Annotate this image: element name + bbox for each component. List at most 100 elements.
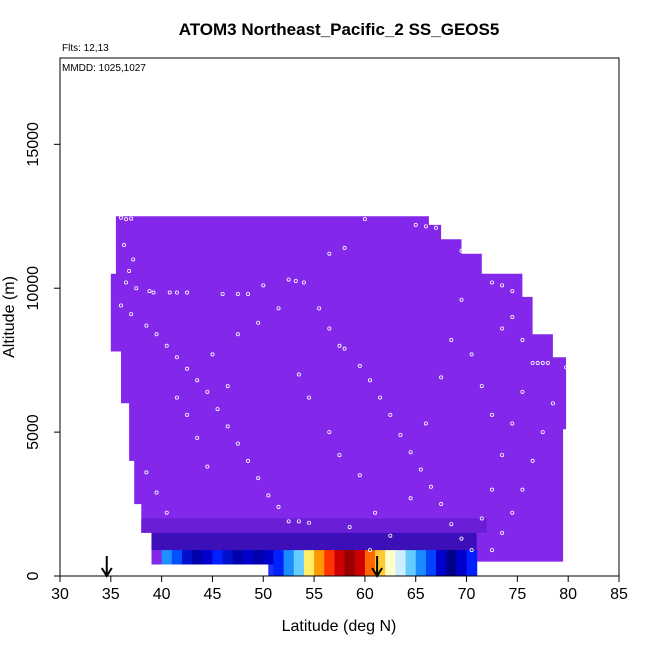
track-point xyxy=(131,257,136,262)
track-point xyxy=(164,510,169,515)
track-point xyxy=(276,504,281,509)
hotspot-cell-1 xyxy=(283,550,295,576)
hotspot-cell-2 xyxy=(293,550,305,576)
track-point xyxy=(296,372,301,377)
low-cell-5 xyxy=(212,550,224,565)
track-point xyxy=(301,280,306,285)
track-point xyxy=(520,389,525,394)
track-point xyxy=(246,291,251,296)
track-point xyxy=(185,412,190,417)
track-point xyxy=(564,365,569,370)
flight-track xyxy=(118,215,569,553)
track-point xyxy=(205,389,210,394)
hotspot-cell-17 xyxy=(446,550,457,576)
track-point xyxy=(337,343,342,348)
hotspot-cell-8 xyxy=(354,550,366,576)
hotspot-cell-5 xyxy=(324,550,335,576)
track-point xyxy=(357,473,362,478)
track-point xyxy=(337,453,342,458)
track-point xyxy=(327,326,332,331)
plot-area xyxy=(110,216,567,577)
track-point xyxy=(118,303,123,308)
track-point xyxy=(408,450,413,455)
plot-frame xyxy=(59,57,620,577)
track-point xyxy=(327,430,332,435)
x-tick-label: 60 xyxy=(356,586,374,603)
x-tick-label: 65 xyxy=(407,586,425,603)
track-point xyxy=(367,378,372,383)
low-cell-4 xyxy=(202,550,213,565)
track-point xyxy=(413,222,418,227)
track-point xyxy=(459,297,464,302)
track-point xyxy=(266,493,271,498)
track-point xyxy=(124,217,129,222)
track-point xyxy=(520,487,525,492)
track-point xyxy=(449,522,454,527)
hotspot-cell-0 xyxy=(273,550,285,576)
track-point xyxy=(535,361,540,366)
x-tick-label: 50 xyxy=(254,586,272,603)
track-point xyxy=(479,516,484,521)
low-cell-3 xyxy=(192,550,203,565)
track-point xyxy=(439,502,444,507)
track-point xyxy=(296,519,301,524)
track-point xyxy=(434,225,439,230)
x-tick-label: 85 xyxy=(610,586,628,603)
track-point xyxy=(510,421,515,426)
track-point xyxy=(220,291,225,296)
track-point xyxy=(225,424,230,429)
y-axis: 0 5000 10000 15000 xyxy=(25,122,60,580)
x-axis: 30 35 40 45 50 55 60 65 70 75 80 85 xyxy=(51,576,628,603)
track-point xyxy=(246,458,251,463)
low-cell-6 xyxy=(222,550,234,565)
track-point xyxy=(167,290,172,295)
track-point xyxy=(423,224,428,229)
low-cell-7 xyxy=(232,550,244,565)
flights-annotation: Flts: 12,13 xyxy=(62,43,109,54)
track-point xyxy=(378,395,383,400)
curtain-region xyxy=(110,216,567,577)
track-point xyxy=(276,306,281,311)
track-point xyxy=(367,548,372,553)
track-point xyxy=(210,352,215,357)
track-point xyxy=(500,326,505,331)
track-point xyxy=(342,346,347,351)
track-point xyxy=(307,395,312,400)
track-point xyxy=(357,363,362,368)
track-point xyxy=(154,490,159,495)
track-point xyxy=(151,290,156,295)
track-point xyxy=(235,291,240,296)
track-point xyxy=(256,320,261,325)
chart-title: ATOM3 Northeast_Pacific_2 SS_GEOS5 xyxy=(179,20,500,39)
track-point xyxy=(545,361,550,366)
track-point xyxy=(398,432,403,437)
low-cell-9 xyxy=(253,550,264,565)
low-cell-1 xyxy=(171,550,183,565)
track-point xyxy=(408,496,413,501)
hotspot-cell-6 xyxy=(334,550,346,576)
track-point xyxy=(195,378,200,383)
low-cell-0 xyxy=(161,550,173,565)
track-point xyxy=(459,248,464,253)
track-point xyxy=(510,289,515,294)
track-point xyxy=(449,338,454,343)
track-point xyxy=(500,283,505,288)
track-point xyxy=(489,412,494,417)
track-point xyxy=(185,366,190,371)
track-point xyxy=(423,421,428,426)
track-point xyxy=(307,520,312,525)
track-point xyxy=(129,216,134,221)
track-point xyxy=(489,487,494,492)
track-point xyxy=(500,453,505,458)
track-point xyxy=(286,277,291,282)
track-point xyxy=(122,243,127,248)
x-axis-label: Latitude (deg N) xyxy=(282,618,397,635)
track-point xyxy=(134,286,139,291)
track-point xyxy=(286,519,291,524)
track-point xyxy=(439,375,444,380)
track-point xyxy=(530,361,535,366)
hotspot-cell-11 xyxy=(385,550,396,576)
x-tick-label: 45 xyxy=(204,586,222,603)
y-tick-label: 15000 xyxy=(25,122,42,167)
